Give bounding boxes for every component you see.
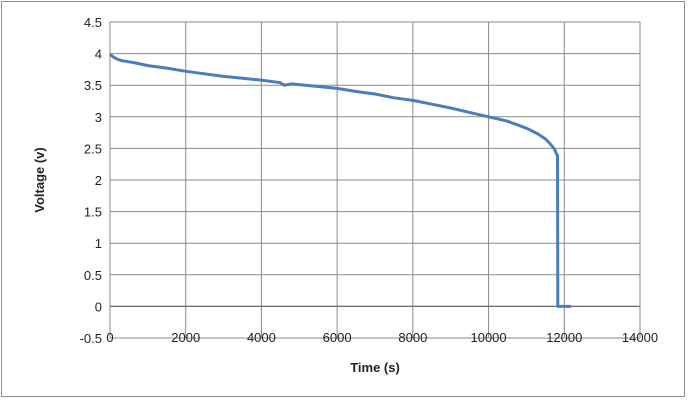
x-tick-label-0: 0: [106, 330, 113, 345]
tick-labels: 4.5 4 3.5 3 2.5 2 1.5 1 0.5 0 -0.5 0 2000 4000 6000 800…: [80, 15, 658, 346]
x-tick-label-3: 6000: [323, 330, 352, 345]
y-tick-label-9: 0: [95, 299, 102, 314]
x-tick-label-2: 4000: [247, 330, 276, 345]
y-tick-label-5: 2: [95, 173, 102, 188]
series-group: [109, 53, 572, 308]
y-tick-label-2: 3.5: [84, 78, 102, 93]
x-tick-label-6: 12000: [546, 330, 582, 345]
x-axis-title: Time (s): [350, 360, 400, 375]
grid-lines: [109, 21, 641, 339]
y-tick-label-1: 4: [95, 47, 102, 62]
y-tick-label-3: 3: [95, 110, 102, 125]
y-tick-label-6: 1.5: [84, 205, 102, 220]
y-axis-title: Voltage (v): [32, 147, 47, 213]
x-tick-label-7: 14000: [622, 330, 658, 345]
axes: [109, 22, 640, 338]
x-tick-label-1: 2000: [171, 330, 200, 345]
y-tick-label-0: 4.5: [84, 15, 102, 30]
x-tick-label-4: 8000: [398, 330, 427, 345]
y-tick-label-8: 0.5: [84, 268, 102, 283]
y-tick-label-7: 1: [95, 236, 102, 251]
y-tick-label-4: 2.5: [84, 141, 102, 156]
y-tick-label-10: -0.5: [80, 331, 102, 346]
x-tick-label-5: 10000: [470, 330, 506, 345]
series-line-0: [109, 53, 572, 308]
